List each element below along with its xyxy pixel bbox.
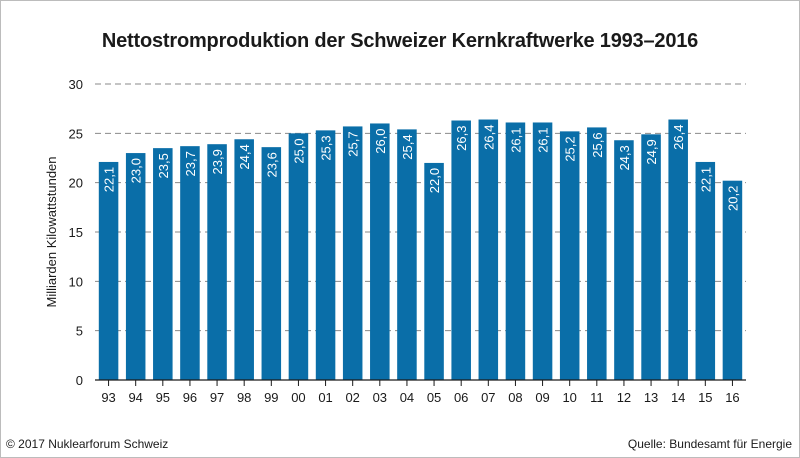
bar-value-label: 23,5 <box>156 153 171 178</box>
y-tick-label: 15 <box>69 225 83 240</box>
bar <box>261 147 282 380</box>
bar-value-label: 26,0 <box>373 128 388 153</box>
x-tick-label: 01 <box>318 390 332 405</box>
bar-value-label: 24,4 <box>237 144 252 169</box>
x-tick-label: 98 <box>237 390 251 405</box>
bar <box>424 162 444 380</box>
x-tick-label: 94 <box>128 390 142 405</box>
x-tick-label: 12 <box>617 390 631 405</box>
x-tick-label: 05 <box>427 390 441 405</box>
bar <box>559 131 580 380</box>
x-tick-label: 08 <box>508 390 522 405</box>
bar-value-label: 26,1 <box>508 127 523 152</box>
bar-value-label: 25,3 <box>319 135 334 160</box>
bar <box>153 148 173 380</box>
x-tick-label: 95 <box>156 390 170 405</box>
bar-value-label: 22,1 <box>698 167 713 192</box>
x-tick-label: 11 <box>590 390 604 405</box>
x-tick-label: 99 <box>264 390 278 405</box>
bar-value-label: 23,9 <box>210 149 225 174</box>
bar <box>505 122 526 380</box>
y-tick-label: 10 <box>69 274 83 289</box>
bar-value-label: 23,6 <box>264 152 279 177</box>
bar <box>532 122 553 380</box>
x-tick-label: 96 <box>183 390 197 405</box>
y-axis-label: Milliarden Kilowattstunden <box>44 156 59 307</box>
x-tick-label: 00 <box>291 390 305 405</box>
chart-title: Nettostromproduktion der Schweizer Kernk… <box>101 30 699 52</box>
x-tick-label: 15 <box>698 390 712 405</box>
bar <box>342 126 363 380</box>
bar <box>98 161 119 380</box>
x-tick-label: 93 <box>101 390 115 405</box>
bar <box>451 120 471 381</box>
bar-value-label: 22,1 <box>102 167 117 192</box>
x-tick-label: 02 <box>345 390 359 405</box>
bar <box>668 119 688 381</box>
bar <box>722 180 743 380</box>
bar-value-label: 25,7 <box>346 131 361 156</box>
x-tick-label: 06 <box>454 390 468 405</box>
bar-value-label: 25,0 <box>291 138 306 163</box>
x-tick-label: 13 <box>644 390 658 405</box>
x-tick-label: 10 <box>562 390 576 405</box>
bar-value-label: 23,0 <box>129 158 144 183</box>
bar <box>397 129 417 380</box>
bar-value-label: 26,3 <box>454 126 469 151</box>
bar-value-label: 26,4 <box>671 125 686 150</box>
bar-value-label: 20,2 <box>725 186 740 211</box>
y-tick-label: 20 <box>69 176 83 191</box>
x-tick-label: 04 <box>400 390 414 405</box>
bar-value-label: 26,1 <box>536 127 551 152</box>
x-tick-label: 14 <box>671 390 685 405</box>
bar <box>478 119 499 381</box>
bar-value-label: 24,9 <box>644 139 659 164</box>
x-tick-label: 97 <box>210 390 224 405</box>
bar <box>234 139 254 380</box>
y-tick-label: 0 <box>76 373 83 388</box>
bar-value-label: 25,2 <box>563 136 578 161</box>
y-tick-label: 30 <box>69 77 83 92</box>
x-tick-label: 09 <box>535 390 549 405</box>
footer-source: Quelle: Bundesamt für Energie <box>627 437 792 451</box>
bar <box>695 161 716 380</box>
bar-value-label: 25,6 <box>590 132 605 157</box>
footer-copyright: © 2017 Nuklearforum Schweiz <box>6 437 169 451</box>
bar <box>370 123 390 380</box>
bar-value-label: 25,4 <box>400 134 415 159</box>
bar <box>641 134 661 380</box>
bar-value-label: 24,3 <box>617 145 632 170</box>
y-tick-label: 25 <box>69 126 83 141</box>
grid-layer <box>95 83 746 332</box>
bar <box>125 153 146 380</box>
bar-layer: 22,1 23,0 23,5 23,7 23,9 24,4 23,6 25,0 25,3 25,7… <box>98 119 743 381</box>
x-tick-label: 03 <box>373 390 387 405</box>
y-tick-label: 5 <box>76 324 83 339</box>
bar <box>288 133 309 380</box>
bar-value-label: 26,4 <box>481 125 496 150</box>
bar <box>315 130 336 380</box>
bar <box>587 127 607 380</box>
bar <box>207 144 227 380</box>
bar <box>614 140 634 380</box>
bar-value-label: 23,7 <box>183 151 198 176</box>
bar <box>180 146 200 380</box>
bar-value-label: 22,0 <box>427 168 442 193</box>
x-tick-label: 16 <box>725 390 739 405</box>
x-tick-label: 07 <box>481 390 495 405</box>
